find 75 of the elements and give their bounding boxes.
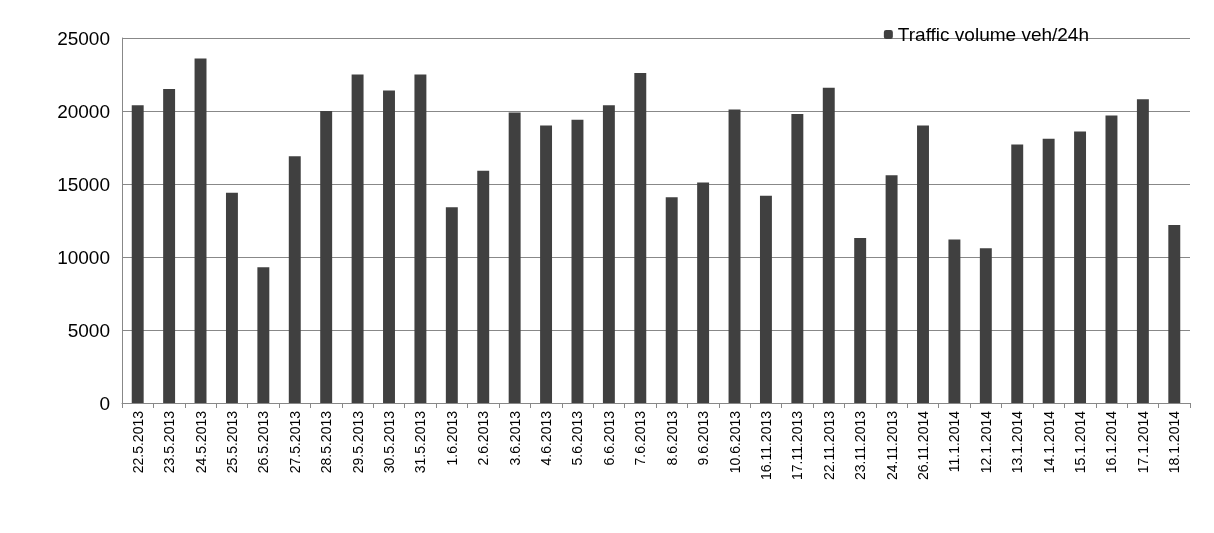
- x-tick-label: 15.1.2014: [1072, 410, 1089, 474]
- x-tick-label: 16.1.2014: [1103, 410, 1120, 474]
- x-tick-label: 14.1.2014: [1040, 410, 1057, 474]
- y-tick-label: 20000: [57, 100, 110, 122]
- bar: [759, 195, 772, 403]
- bar: [634, 73, 647, 403]
- y-tick-label: 10000: [57, 246, 110, 268]
- x-tick-label: 3.6.2013: [506, 410, 523, 466]
- x-tick-label: 18.1.2014: [1166, 410, 1183, 474]
- bar: [414, 74, 427, 403]
- x-tick-label: 23.11.2013: [852, 410, 869, 481]
- y-tick-label: 0: [99, 392, 110, 414]
- x-tick-label: 31.5.2013: [412, 410, 429, 474]
- x-tick-label: 26.5.2013: [255, 410, 272, 474]
- x-tick-label: 23.5.2013: [161, 410, 178, 474]
- bar: [948, 239, 961, 403]
- bar: [445, 207, 458, 403]
- y-tick-label: 5000: [67, 319, 110, 341]
- x-tick-label: 8.6.2013: [663, 410, 680, 466]
- bar: [320, 111, 333, 403]
- x-tick-label: 22.11.2013: [820, 410, 837, 481]
- bar: [131, 105, 144, 403]
- bar: [728, 109, 741, 403]
- bar: [885, 175, 898, 403]
- bar: [665, 197, 678, 403]
- bar: [1105, 115, 1118, 403]
- x-tick-label: 17.11.2013: [789, 410, 806, 481]
- x-tick-label: 22.5.2013: [129, 410, 146, 474]
- bar: [917, 125, 929, 403]
- x-tick-label: 13.1.2014: [1009, 410, 1026, 474]
- x-tick-label: 24.5.2013: [192, 410, 209, 474]
- x-tick-label: 27.5.2013: [286, 410, 303, 474]
- y-tick-label: 15000: [57, 173, 110, 195]
- x-tick-label: 29.5.2013: [349, 410, 366, 474]
- x-tick-label: 2.6.2013: [475, 410, 492, 466]
- x-tick-label: 10.6.2013: [726, 410, 743, 474]
- bar: [257, 267, 270, 403]
- y-tick-label: 25000: [57, 27, 110, 49]
- bar: [383, 90, 395, 403]
- x-tick-label: 30.5.2013: [381, 410, 397, 474]
- bar: [194, 58, 207, 403]
- bar: [571, 119, 584, 403]
- bar: [540, 125, 553, 403]
- x-tick-label: 16.11.2013: [757, 410, 774, 481]
- x-tick-label: 9.6.2013: [695, 410, 712, 466]
- bar: [288, 156, 301, 403]
- x-tick-label: 24.11.2013: [883, 410, 900, 481]
- x-tick-label: 17.1.2014: [1134, 410, 1151, 474]
- bar: [225, 192, 238, 403]
- bar: [602, 105, 615, 403]
- x-tick-label: 25.5.2013: [223, 410, 240, 474]
- x-tick-label: 28.5.2013: [318, 410, 335, 474]
- bar: [1042, 138, 1055, 403]
- x-tick-label: 12.1.2014: [977, 410, 994, 474]
- bar: [508, 112, 521, 403]
- bar: [1136, 99, 1149, 403]
- x-tick-label: 4.6.2013: [538, 410, 555, 466]
- legend-label: Traffic volume veh/24h: [897, 24, 1090, 45]
- bar: [351, 74, 364, 403]
- bar: [979, 248, 992, 403]
- bar: [163, 89, 176, 403]
- x-tick-label: 7.6.2013: [632, 410, 649, 466]
- bar: [854, 238, 867, 403]
- x-tick-label: 6.6.2013: [600, 410, 617, 466]
- bar: [1168, 224, 1181, 403]
- bar: [477, 170, 490, 403]
- x-tick-label: 26.11.2014: [915, 410, 931, 481]
- x-tick-label: 11.1.2014: [946, 410, 963, 473]
- bar: [791, 113, 804, 403]
- bar: [1011, 144, 1024, 403]
- x-tick-label: 5.6.2013: [569, 410, 586, 466]
- bar: [697, 182, 710, 403]
- bar: [822, 87, 835, 403]
- x-tick-label: 1.6.2013: [443, 410, 460, 466]
- bar: [1074, 131, 1087, 403]
